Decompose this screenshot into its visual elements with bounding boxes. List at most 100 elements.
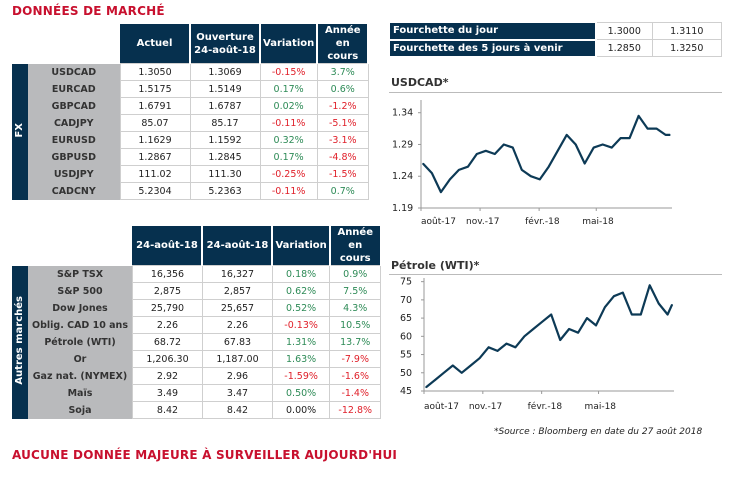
variation-value: -1.59% xyxy=(271,367,331,385)
column-header: Actuel xyxy=(120,24,191,64)
x-tick-label: févr.-18 xyxy=(528,401,563,412)
fx-table: Actuel Ouverture 24-août-18 Variation Année… xyxy=(12,24,370,200)
variation-value: 1.31% xyxy=(271,333,331,351)
range-label: Fourchette des 5 jours à venir xyxy=(390,39,597,58)
data-point xyxy=(649,284,651,286)
column-header: Année en cours xyxy=(329,226,382,266)
ouverture-value: 1.3069 xyxy=(189,63,261,81)
data-point xyxy=(604,306,606,308)
row-label: Dow Jones xyxy=(28,299,133,317)
row-label: EURUSD xyxy=(28,131,120,149)
range-row: Fourchette du jour 1.3000 1.3110 xyxy=(390,22,722,41)
table-row: Maïs 3.49 3.47 0.50% -1.4% xyxy=(12,384,382,402)
variation-value: 0.02% xyxy=(259,97,318,115)
ouverture-value: 67.83 xyxy=(201,333,273,351)
actuel-value: 5.2304 xyxy=(119,182,191,200)
actuel-value: 1.1629 xyxy=(119,131,191,149)
ytd-value: 0.9% xyxy=(329,265,382,283)
data-point xyxy=(440,191,442,193)
data-point xyxy=(530,175,532,177)
range-low: 1.2850 xyxy=(595,39,653,57)
data-point xyxy=(638,115,640,117)
data-point xyxy=(577,332,579,334)
ouverture-value: 1.5149 xyxy=(189,80,261,98)
data-point xyxy=(566,134,568,136)
ranges-table: Fourchette du jour 1.3000 1.3110 Fourchette… xyxy=(390,22,722,58)
column-header: Variation xyxy=(260,24,319,64)
data-point xyxy=(496,350,499,352)
data-point xyxy=(443,372,445,374)
variation-value: 0.32% xyxy=(259,131,318,149)
data-point xyxy=(658,302,660,305)
ytd-value: 13.7% xyxy=(329,333,382,351)
row-label: Or xyxy=(28,350,133,368)
data-point xyxy=(613,295,615,297)
data-point xyxy=(664,134,667,136)
page-title: DONNÉES DE MARCHÉ xyxy=(12,4,165,18)
blank xyxy=(12,24,120,64)
variation-value: -0.15% xyxy=(259,63,318,81)
series-line xyxy=(422,114,671,194)
y-tick-label: 1.29 xyxy=(392,139,413,150)
data-point xyxy=(541,321,543,323)
variation-value: 0.52% xyxy=(271,299,331,317)
table-row: Pétrole (WTI) 68.72 67.83 1.31% 13.7% xyxy=(12,333,382,351)
row-label: CADCNY xyxy=(28,182,120,200)
y-tick-label: 65 xyxy=(400,313,412,324)
row-label: Maïs xyxy=(28,384,133,402)
table-row: S&P 500 2,875 2,857 0.62% 7.5% xyxy=(12,282,382,300)
data-point xyxy=(584,162,586,165)
table-row: EURCAD 1.5175 1.5149 0.17% 0.6% xyxy=(12,80,369,98)
row-label: GBPUSD xyxy=(28,148,120,166)
table-row: Oblig. CAD 10 ans 2.26 2.26 -0.13% 10.5% xyxy=(12,316,382,334)
data-point xyxy=(671,304,673,306)
column-header: Variation xyxy=(272,226,331,266)
column-header: 24-août-18 xyxy=(132,226,204,266)
markets-table: 24-août-18 24-août-18 Variation Année en co… xyxy=(12,226,382,419)
ytd-value: 10.5% xyxy=(329,316,382,334)
footer-title: AUCUNE DONNÉE MAJEURE À SURVEILLER AUJOU… xyxy=(12,448,398,462)
table-row: EURUSD 1.1629 1.1592 0.32% -3.1% xyxy=(12,131,369,149)
data-point xyxy=(548,166,550,168)
ytd-value: -3.1% xyxy=(316,131,369,149)
variation-value: 0.18% xyxy=(271,265,331,283)
variation-value: -0.11% xyxy=(259,114,318,132)
actuel-value: 1.3050 xyxy=(119,63,191,81)
variation-value: 1.63% xyxy=(271,350,331,368)
data-point xyxy=(470,364,472,367)
data-point xyxy=(631,313,633,316)
data-point xyxy=(434,379,436,381)
column-header: 24-août-18 xyxy=(202,226,274,266)
y-tick-label: 50 xyxy=(400,368,412,379)
row-label: S&P 500 xyxy=(28,282,133,300)
data-point xyxy=(593,147,595,149)
data-point xyxy=(595,324,597,326)
series-line xyxy=(425,284,674,389)
data-point xyxy=(532,328,534,330)
range-label: Fourchette du jour xyxy=(390,22,597,41)
y-tick-label: 55 xyxy=(400,350,412,361)
ouverture-value: 5.2363 xyxy=(189,182,261,200)
data-point xyxy=(575,143,577,146)
data-point xyxy=(503,143,505,146)
range-row: Fourchette des 5 jours à venir 1.2850 1.32… xyxy=(390,39,722,58)
actuel-value: 111.02 xyxy=(119,165,191,183)
variation-value: -0.11% xyxy=(259,182,318,200)
ytd-value: -12.8% xyxy=(329,401,382,419)
ytd-value: 0.6% xyxy=(316,80,369,98)
column-header: Année en cours xyxy=(317,24,370,64)
data-point xyxy=(485,150,487,152)
data-point xyxy=(431,172,433,174)
row-label: Pétrole (WTI) xyxy=(28,333,133,351)
ytd-value: -7.9% xyxy=(329,350,382,368)
x-tick-label: nov.-17 xyxy=(469,402,502,412)
data-point xyxy=(512,147,514,149)
table-row: Soja 8.42 8.42 0.00% -12.8% xyxy=(12,401,382,419)
y-tick-label: 1.24 xyxy=(392,171,413,182)
source-note: *Source : Bloomberg en date du 27 août 2… xyxy=(494,427,703,437)
y-tick-label: 70 xyxy=(400,295,412,306)
data-point xyxy=(622,291,624,294)
data-point xyxy=(647,127,649,130)
divider xyxy=(389,274,722,275)
data-point xyxy=(602,143,604,146)
